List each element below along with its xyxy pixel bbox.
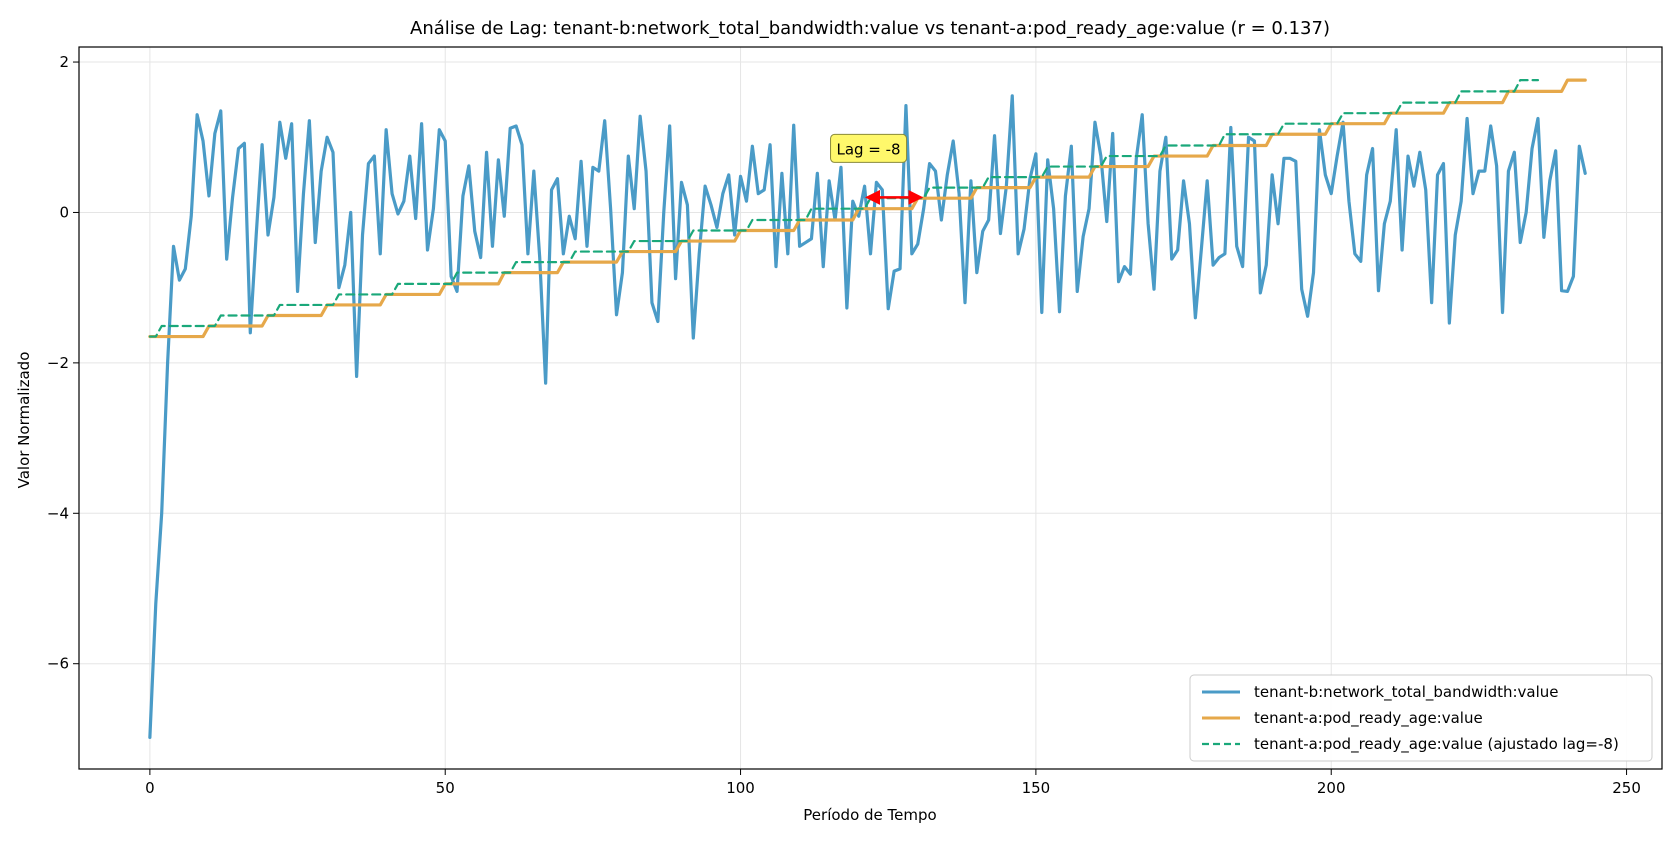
annotation-group: Lag = -8 [830, 133, 924, 205]
series-line-3 [148, 78, 1540, 338]
series-line-2 [148, 78, 1587, 339]
x-axis-ticks: 0 50 100 150 200 250 [145, 769, 1641, 797]
legend-box [1189, 674, 1653, 762]
legend: tenant-b:network_total_bandwidth:valuete… [1189, 674, 1653, 762]
lag-annotation-box [830, 133, 908, 163]
grid [79, 47, 1662, 769]
y-tick-label: −6 [47, 655, 69, 673]
legend-label-3: tenant-a:pod_ready_age:value (ajustado l… [1254, 735, 1619, 754]
series-group [148, 78, 1587, 740]
x-tick-label: 250 [1612, 779, 1641, 797]
lag-annotation-text: Lag = -8 [836, 140, 900, 158]
x-axis-label: Período de Tempo [803, 806, 936, 824]
y-axis-label: Valor Normalizado [15, 352, 33, 489]
y-tick-label: 2 [59, 53, 69, 71]
x-tick-label: 0 [145, 779, 155, 797]
plot-area-frame [78, 46, 1663, 770]
chart-title: Análise de Lag: tenant-b:network_total_b… [410, 18, 1330, 39]
y-tick-label: 0 [59, 203, 69, 221]
y-tick-label: −4 [47, 504, 69, 522]
legend-label-2: tenant-a:pod_ready_age:value [1254, 709, 1483, 728]
x-tick-label: 100 [726, 779, 755, 797]
x-tick-label: 200 [1317, 779, 1346, 797]
y-axis-ticks: 2 0 −2 −4 −6 [47, 53, 79, 673]
y-tick-label: −2 [47, 354, 69, 372]
series-line-1 [148, 94, 1587, 740]
x-tick-label: 150 [1022, 779, 1051, 797]
x-tick-label: 50 [436, 779, 455, 797]
legend-label-1: tenant-b:network_total_bandwidth:value [1254, 683, 1559, 702]
